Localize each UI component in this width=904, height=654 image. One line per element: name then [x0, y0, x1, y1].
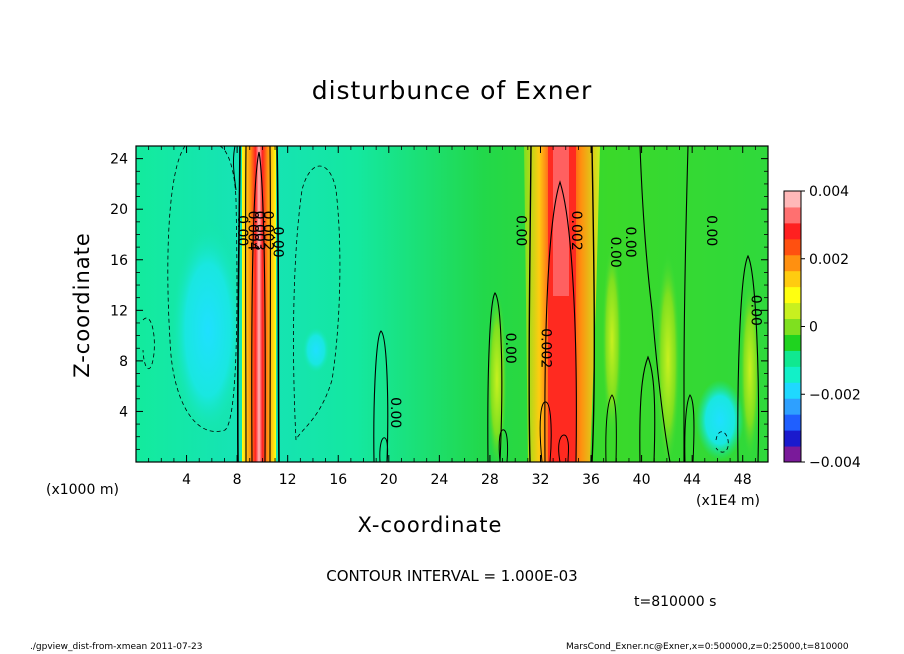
colorbar-swatch	[784, 270, 801, 288]
colorbar-swatch	[784, 318, 801, 335]
x-tick-label: 8	[233, 472, 242, 488]
colorbar-swatch	[784, 398, 801, 415]
x-tick-label: 4	[182, 472, 191, 488]
colorbar-swatch	[784, 430, 801, 447]
contour-label: 0.00	[502, 333, 518, 364]
y-tick-label: 4	[119, 404, 128, 420]
contour-label: 0.00	[387, 397, 403, 428]
contour-label: 0.004	[244, 211, 260, 251]
colorbar-tick-label: −0.004	[809, 455, 861, 471]
x-tick-label: 24	[430, 472, 448, 488]
contour-lines	[232, 146, 760, 462]
contour-label: 0.00	[622, 226, 638, 257]
contour-label: 0.00	[270, 226, 286, 257]
time-label: t=810000 s	[634, 594, 717, 610]
x-tick-label: 28	[481, 472, 499, 488]
contour-label: 0.00	[607, 237, 623, 268]
colorbar-tick-label: 0.004	[809, 184, 849, 200]
field-fill	[136, 146, 768, 462]
contour-interval: CONTOUR INTERVAL = 1.000E-03	[326, 567, 578, 585]
y-tick-label: 24	[110, 152, 128, 168]
colorbar-swatch	[784, 366, 801, 383]
contour-label: 0.002	[568, 211, 584, 251]
footer-left: ./gpview_dist-from-xmean 2011-07-23	[30, 642, 203, 652]
footer-right: MarsCond_Exner.nc@Exner,x=0:500000,z=0:2…	[566, 642, 849, 652]
colorbar-swatch	[784, 414, 801, 431]
colorbar-swatch	[784, 286, 801, 304]
contour-label: 0.00	[747, 295, 763, 326]
contour-label: 0.00	[234, 215, 250, 246]
contour-label: 0.003	[251, 211, 267, 251]
colorbar-swatch	[784, 238, 801, 256]
colorbar-swatch	[784, 222, 801, 240]
contour-label: 0.00	[703, 215, 719, 246]
y-tick-label: 20	[110, 202, 128, 218]
colorbar-tick-label: 0	[809, 320, 818, 336]
colorbar-swatch	[784, 302, 801, 320]
x-tick-label: 16	[329, 472, 347, 488]
contour-label: 0.002	[538, 328, 554, 368]
y-ticks: 4 8 12 16 20 24	[110, 152, 768, 450]
x-unit-left: (x1000 m)	[46, 482, 119, 498]
x-tick-label: 36	[582, 472, 600, 488]
y-tick-label: 8	[119, 354, 128, 370]
colorbar-swatch	[784, 191, 801, 208]
chart-title: disturbunce of Exner	[311, 76, 593, 105]
x-tick-label: 48	[734, 472, 752, 488]
colorbar: 0.004 0.002 0 −0.002 −0.004	[783, 184, 861, 471]
x-axis-label: X-coordinate	[357, 513, 503, 537]
x-tick-label: 20	[380, 472, 398, 488]
x-tick-label: 44	[683, 472, 701, 488]
negative-contours	[142, 146, 729, 453]
colorbar-tick-label: −0.002	[809, 387, 861, 403]
colorbar-tick-label: 0.002	[809, 252, 849, 268]
x-tick-label: 12	[279, 472, 297, 488]
colorbar-swatch	[784, 206, 801, 224]
x-tick-label: 32	[532, 472, 550, 488]
colorbar-swatch	[784, 254, 801, 272]
colorbar-swatch	[784, 334, 801, 351]
colorbar-swatch	[784, 382, 801, 399]
y-tick-label: 12	[110, 303, 128, 319]
colorbar-swatch	[784, 350, 801, 367]
y-tick-label: 16	[110, 253, 128, 269]
colorbar-swatch	[784, 446, 801, 463]
x-unit-right: (x1E4 m)	[696, 493, 760, 509]
contour-label: 0.002	[259, 211, 275, 251]
contour-label: 0.00	[512, 215, 528, 246]
x-ticks: 4 8 12 16 20 24 28 32 36 40 44 48	[148, 146, 756, 488]
x-tick-label: 40	[633, 472, 651, 488]
